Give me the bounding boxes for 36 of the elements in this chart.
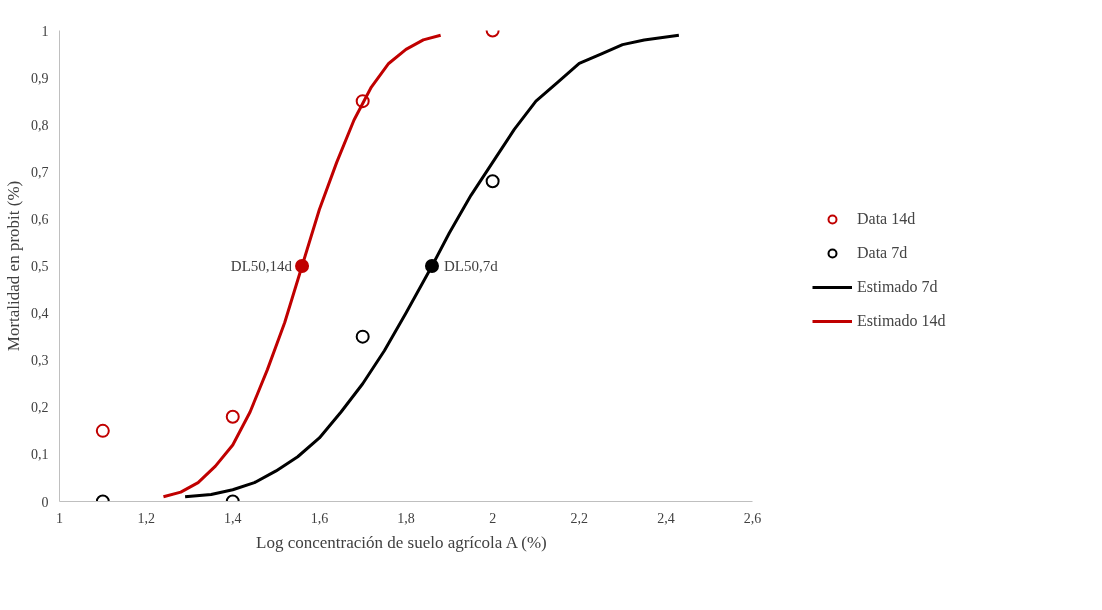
point [485, 174, 500, 189]
point [295, 259, 310, 273]
y-axis-title: Mortalidad en probit (%) [4, 180, 23, 352]
y-tick-label: 0,4 [31, 306, 49, 322]
y-tick-label: 0,6 [31, 211, 49, 227]
x-tick-label: 1,6 [310, 510, 329, 526]
legend-label: Data 14d [857, 210, 916, 228]
point [95, 423, 110, 438]
point [424, 259, 439, 273]
x-tick-label: 1,2 [137, 510, 155, 526]
legend-label: Data 7d [857, 244, 908, 262]
y-tick-label: 1 [41, 23, 49, 39]
y-tick-label: 0,2 [31, 400, 49, 416]
x-tick-label: 2,2 [570, 510, 588, 526]
y-tick-label: 0,9 [31, 70, 49, 86]
x-tick-label: 2 [489, 510, 497, 526]
x-tick-label: 1,4 [224, 510, 242, 526]
y-tick-label: 0 [41, 494, 49, 510]
y-tick-label: 0,8 [31, 117, 49, 133]
x-tick-label: 1 [56, 510, 63, 526]
point [225, 409, 240, 424]
y-tick-label: 0,7 [31, 164, 49, 180]
x-tick-label: 1,8 [397, 510, 415, 526]
x-axis-title: Log concentración de suelo agrícola A (%) [256, 532, 547, 552]
y-tick-label: 0,3 [31, 353, 49, 369]
line-series [183, 33, 681, 499]
y-tick-label: 0,5 [31, 259, 49, 274]
legend-label: Estimado 7d [857, 278, 938, 296]
annotation: DL50,7d [443, 258, 499, 274]
annotation: DL50,14d [230, 258, 293, 274]
x-tick-label: 2,4 [657, 510, 675, 526]
x-tick-label: 2,6 [743, 510, 762, 526]
legend-label: Estimado 14d [857, 312, 946, 330]
point [355, 329, 370, 344]
y-tick-label: 0,1 [31, 447, 49, 463]
line-series [161, 33, 443, 499]
